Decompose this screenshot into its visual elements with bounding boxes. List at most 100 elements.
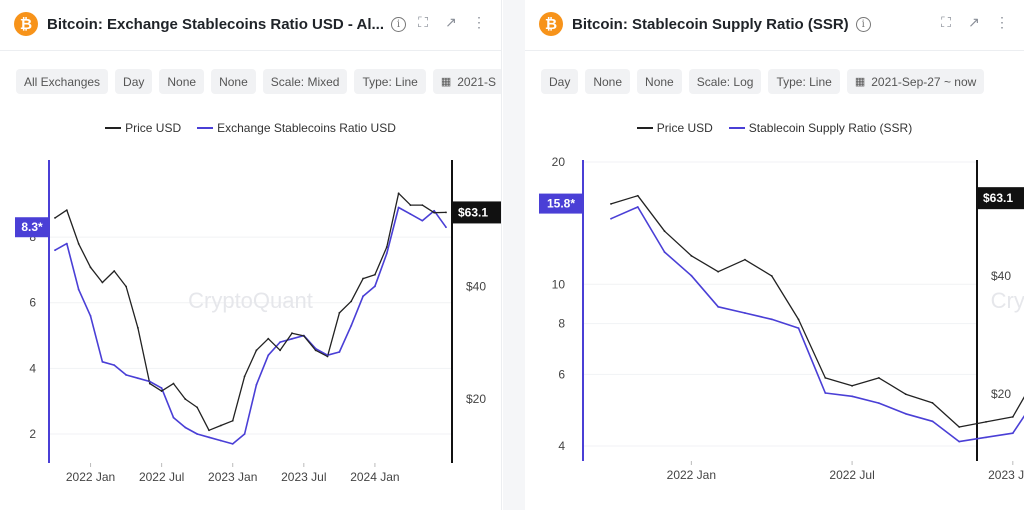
ratio-point bbox=[385, 252, 388, 255]
x-axis-tick-label: 2022 Jan bbox=[667, 468, 716, 482]
moving-average-chip[interactable]: None bbox=[159, 69, 205, 94]
ratio-point bbox=[160, 387, 163, 389]
legend-item-ratio[interactable]: Stablecoin Supply Ratio (SSR) bbox=[728, 121, 912, 135]
price-point bbox=[326, 355, 329, 358]
price-point bbox=[243, 375, 246, 378]
right-chart-title: Bitcoin: Stablecoin Supply Ratio (SSR) bbox=[572, 15, 849, 33]
price-point bbox=[267, 337, 270, 340]
legend-label-ratio: Exchange Stablecoins Ratio USD bbox=[217, 121, 396, 135]
price-point bbox=[824, 376, 827, 379]
price-point bbox=[931, 402, 934, 404]
price-point bbox=[397, 192, 400, 195]
legend-swatch-price bbox=[105, 127, 122, 129]
price-point bbox=[125, 285, 127, 288]
ratio-point bbox=[744, 312, 746, 314]
price-point bbox=[904, 393, 907, 396]
series-ratio-line bbox=[54, 206, 447, 445]
legend-swatch-ratio bbox=[197, 127, 214, 129]
x-axis-tick-label: 2023 Jan bbox=[208, 470, 257, 484]
open-external-icon[interactable]: ↗ bbox=[968, 13, 980, 30]
series-ratio-line bbox=[610, 206, 1024, 443]
scale-chip[interactable]: Scale: Log bbox=[688, 69, 762, 94]
calendar-icon: ▦ bbox=[440, 76, 452, 88]
info-icon[interactable]: i bbox=[391, 16, 406, 32]
date-range-chip[interactable]: ▦ 2021-Sep-27 ~ now bbox=[846, 69, 985, 94]
header-divider bbox=[0, 50, 501, 51]
ratio-point bbox=[717, 305, 720, 308]
series-price-line bbox=[54, 192, 447, 431]
price-point bbox=[350, 300, 353, 303]
left-toolbar: All Exchanges Day None None Scale: Mixed… bbox=[16, 69, 501, 94]
calendar-icon: ▦ bbox=[854, 76, 866, 88]
price-point bbox=[89, 266, 92, 269]
date-range-chip[interactable]: ▦ 2021-S bbox=[432, 69, 501, 94]
x-axis-tick-label: 2022 Jul bbox=[829, 468, 874, 482]
price-point bbox=[65, 209, 68, 212]
ratio-point bbox=[279, 341, 282, 344]
open-external-icon[interactable]: ↗ bbox=[445, 13, 457, 30]
legend-item-price[interactable]: Price USD bbox=[636, 121, 713, 135]
overlay-chip[interactable]: None bbox=[637, 69, 682, 94]
more-menu-icon[interactable]: ⋮ bbox=[472, 13, 486, 30]
chart-type-chip[interactable]: Type: Line bbox=[354, 69, 426, 94]
legend-swatch-price bbox=[636, 127, 653, 129]
ratio-point bbox=[314, 347, 317, 350]
ratio-point bbox=[931, 420, 934, 423]
scale-chip[interactable]: Scale: Mixed bbox=[262, 69, 348, 94]
panel-gap bbox=[503, 0, 525, 510]
left-chart-card: ₿ Bitcoin: Exchange Stablecoins Ratio US… bbox=[0, 0, 502, 510]
price-point bbox=[148, 382, 151, 385]
ratio-point bbox=[172, 416, 175, 419]
price-point bbox=[54, 217, 56, 219]
date-range-label: 2021-Sep-27 ~ now bbox=[871, 74, 977, 89]
ratio-point bbox=[433, 209, 436, 212]
interval-chip[interactable]: Day bbox=[115, 69, 153, 94]
exchange-filter-chip[interactable]: All Exchanges bbox=[16, 69, 109, 94]
price-point bbox=[985, 420, 987, 423]
ratio-point bbox=[824, 392, 827, 394]
legend-item-ratio[interactable]: Exchange Stablecoins Ratio USD bbox=[197, 121, 396, 135]
ratio-point bbox=[1011, 432, 1014, 435]
price-point bbox=[610, 203, 612, 205]
right-chart-card: ₿ Bitcoin: Stablecoin Supply Ratio (SSR)… bbox=[525, 0, 1024, 510]
ratio-point bbox=[851, 395, 853, 398]
chart-type-chip[interactable]: Type: Line bbox=[768, 69, 840, 94]
left-chart-title: Bitcoin: Exchange Stablecoins Ratio USD … bbox=[47, 15, 384, 33]
ratio-point bbox=[89, 314, 92, 317]
price-point bbox=[172, 382, 175, 385]
left-axis-tick-label: 4 bbox=[29, 361, 36, 375]
left-axis-tick-label: 6 bbox=[558, 367, 565, 381]
fullscreen-icon[interactable]: ⛶ bbox=[418, 13, 428, 30]
more-menu-icon[interactable]: ⋮ bbox=[995, 13, 1009, 30]
fullscreen-icon[interactable]: ⛶ bbox=[941, 13, 951, 30]
left-axis-tick-label: 2 bbox=[29, 427, 36, 441]
overlay-chip[interactable]: None bbox=[211, 69, 256, 94]
price-point bbox=[302, 335, 305, 337]
price-point bbox=[137, 326, 139, 329]
watermark: CryptoQuant bbox=[188, 288, 313, 313]
left-axis-tick-label: 6 bbox=[29, 296, 36, 310]
ratio-point bbox=[797, 327, 800, 330]
ratio-point bbox=[196, 433, 199, 435]
price-point bbox=[291, 332, 293, 335]
right-legend: Price USD Stablecoin Supply Ratio (SSR) bbox=[525, 121, 1024, 135]
x-axis-tick-label: 2022 Jan bbox=[66, 470, 115, 484]
right-toolbar: Day None None Scale: Log Type: Line ▦ 202… bbox=[541, 69, 985, 94]
price-point bbox=[279, 349, 282, 352]
ratio-point bbox=[113, 364, 116, 366]
price-point bbox=[636, 194, 639, 197]
price-point bbox=[196, 406, 199, 409]
interval-chip[interactable]: Day bbox=[541, 69, 579, 94]
moving-average-chip[interactable]: None bbox=[585, 69, 631, 94]
price-point bbox=[1011, 416, 1014, 418]
legend-item-price[interactable]: Price USD bbox=[105, 121, 181, 135]
price-point bbox=[208, 429, 210, 432]
bitcoin-logo-icon: ₿ bbox=[14, 12, 38, 36]
ratio-point bbox=[54, 249, 56, 252]
left-axis-tick-label: 4 bbox=[558, 439, 565, 453]
right-header: ₿ Bitcoin: Stablecoin Supply Ratio (SSR)… bbox=[539, 10, 1014, 38]
right-chart-plot[interactable]: 20 10 8 6 4 CryptoQuant $40 $20 2022 Jan 2022 Jul… bbox=[525, 140, 1024, 510]
info-icon[interactable]: i bbox=[855, 16, 871, 32]
left-legend: Price USD Exchange Stablecoins Ratio USD bbox=[0, 121, 501, 135]
